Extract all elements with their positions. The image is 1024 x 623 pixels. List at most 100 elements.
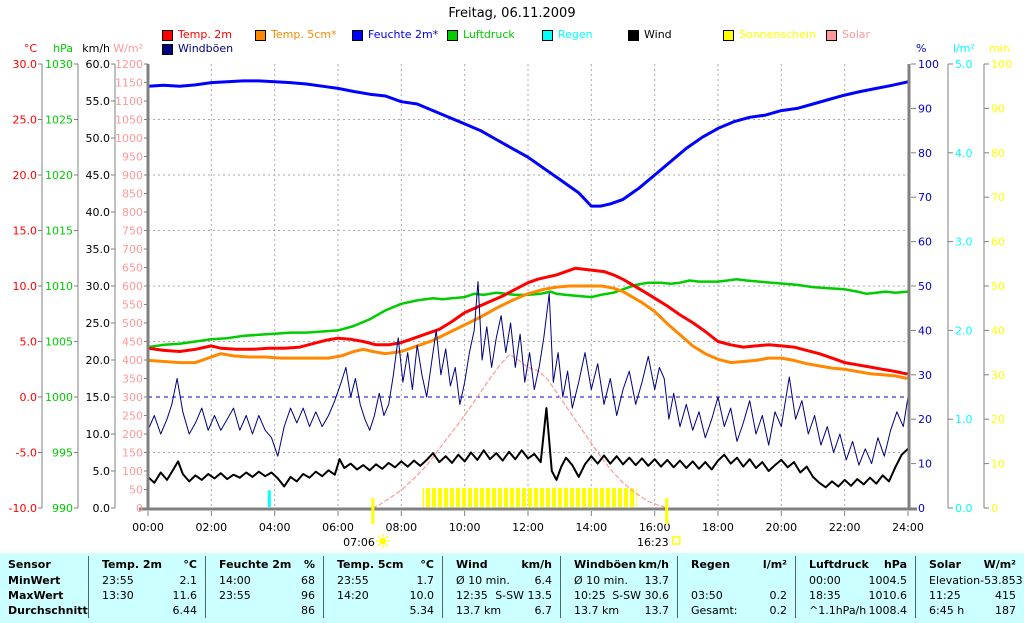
table-cell [677,573,795,588]
cell-value: 0.2 [769,589,788,602]
svg-text:20: 20 [918,413,932,426]
svg-text:1015: 1015 [45,225,73,238]
svg-text:1150: 1150 [115,77,143,90]
svg-text:10: 10 [918,458,932,471]
svg-text:hPa: hPa [53,42,73,55]
svg-text:4.0: 4.0 [955,147,973,160]
legend-swatch-icon [723,29,734,41]
legend-swatch-icon [628,29,639,41]
series-Feuchte 2m [146,79,910,208]
svg-text:20: 20 [991,413,1005,426]
series-Temp. 5cm [146,284,910,380]
svg-text:22:00: 22:00 [829,521,861,534]
cell-time: Elevation [929,574,981,587]
svg-text:800: 800 [122,206,143,219]
svg-text:14:00: 14:00 [575,521,607,534]
table-cell: 14:20 10.0 [323,588,442,603]
svg-text:900: 900 [122,169,143,182]
svg-text:100: 100 [122,465,143,478]
cell-time: 23:55 [337,574,369,587]
table-col-header: Temp. 2m °C [88,556,205,573]
svg-text:40: 40 [918,324,932,337]
svg-text:10:00: 10:00 [449,521,481,534]
sensor-name: Wind [456,558,488,571]
svg-text:1005: 1005 [45,336,73,349]
svg-text:1200: 1200 [115,58,143,71]
sensor-unit: °C [183,558,197,571]
cell-time: 23:55 [219,589,251,602]
table-row-label: MinWert [8,574,61,587]
cell-value: -53.853 [980,574,1023,587]
svg-text:18:00: 18:00 [702,521,734,534]
cell-value: 5.34 [409,604,435,617]
table-row-label: Durchschnitt [8,604,88,617]
svg-text:300: 300 [122,391,143,404]
table-cell: 10:25 S-SW 30.6 [560,588,677,603]
svg-text:1000: 1000 [45,391,73,404]
page-title: Freitag, 06.11.2009 [448,6,576,21]
legend-swatch-icon [162,43,173,55]
table-col-header: Windböen km/h [560,556,677,573]
svg-text:5.0: 5.0 [20,336,38,349]
cell-value: 6.4 [534,574,553,587]
cell-value: 6.44 [172,604,198,617]
weather-chart: °C 30.0 25.0 20.0 15.0 10.0 5.0 0.0 -5.0 -10.0 hPa… [9,42,1012,549]
svg-text:80: 80 [918,147,932,160]
svg-text:0: 0 [991,502,998,515]
table-cell: Ø 10 min. 13.7 [560,573,677,588]
svg-text:-10.0: -10.0 [9,502,37,515]
legend-swatch-icon [447,29,458,41]
cell-value: 68 [301,574,315,587]
svg-text:70: 70 [991,191,1005,204]
svg-text:1000: 1000 [115,132,143,145]
svg-text:l/m²: l/m² [953,42,975,55]
svg-text:60.0: 60.0 [86,58,111,71]
cell-value: 13.7 [644,604,670,617]
svg-text:40.0: 40.0 [86,206,111,219]
svg-text:°C: °C [24,42,38,55]
table-cell: 13.7 km 13.7 [560,603,677,618]
svg-text:W/m²: W/m² [113,42,143,55]
legend-item: Windböen [162,43,233,55]
sensor-name: Windböen [574,558,637,571]
svg-text:50: 50 [918,280,932,293]
legend-item: Solar [826,29,870,41]
sensor-unit: l/m² [762,558,787,571]
cell-value: S-SW 30.6 [612,589,669,602]
legend-label: Solar [842,28,871,41]
sensor-name: Feuchte 2m [219,558,292,571]
table-row-label: MaxWert [8,589,64,602]
svg-text:650: 650 [122,262,143,275]
series-Luftdruck [146,278,910,349]
svg-text:25.0: 25.0 [86,317,111,330]
cell-time: 10:25 [574,589,606,602]
legend-label: Regen [558,28,593,41]
svg-text:20.0: 20.0 [86,354,111,367]
legend-label: Temp. 2m [178,28,233,41]
sunset-icon [671,536,681,545]
cell-value: 1004.5 [868,574,908,587]
svg-text:5.0: 5.0 [955,58,973,71]
svg-text:02:00: 02:00 [195,521,227,534]
svg-text:1010: 1010 [45,280,73,293]
sensor-unit: km/h [521,558,552,571]
legend-item: Sonnenschein [723,29,816,41]
svg-text:2.0: 2.0 [955,324,973,337]
svg-text:600: 600 [122,280,143,293]
svg-text:50: 50 [129,484,143,497]
cell-value: 187 [995,604,1016,617]
table-col-header: Feuchte 2m% [205,556,323,573]
legend-swatch-icon [162,29,173,41]
cell-time: 13.7 km [574,604,620,617]
sensor-name: Regen [691,558,731,571]
table-cell: 23:55 2.1 [88,573,205,588]
svg-text:00:00: 00:00 [132,521,164,534]
legend-label: Sonnenschein [739,28,816,41]
table-cell: 6:45 h 187 [915,603,1024,618]
svg-text:1025: 1025 [45,114,73,127]
svg-text:55.0: 55.0 [86,95,111,108]
cell-value: 11.6 [172,589,198,602]
svg-text:250: 250 [122,410,143,423]
svg-text:90: 90 [918,102,932,115]
svg-text:12:00: 12:00 [512,521,544,534]
